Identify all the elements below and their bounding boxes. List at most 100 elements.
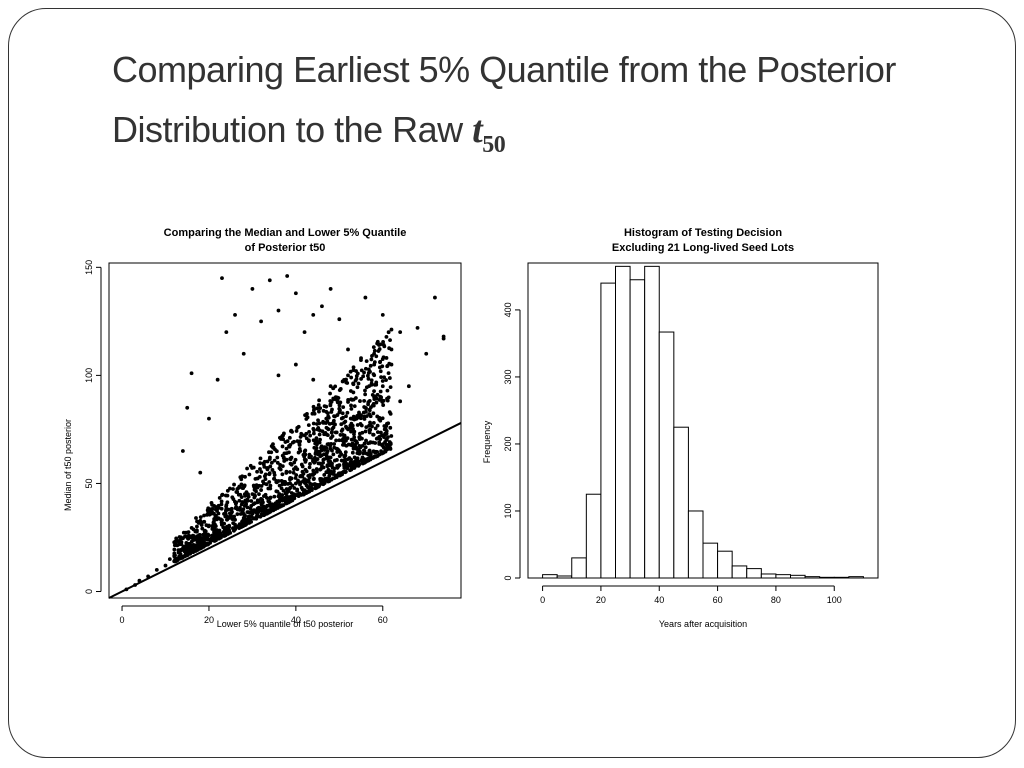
scatter-point xyxy=(382,424,387,428)
scatter-point xyxy=(314,446,319,450)
scatter-point xyxy=(302,330,307,335)
scatter-point xyxy=(368,422,373,427)
scatter-point xyxy=(280,496,285,501)
scatter-point xyxy=(185,553,190,557)
scatter-point xyxy=(359,423,364,428)
scatter-point xyxy=(222,521,227,526)
scatter-point xyxy=(189,539,194,544)
scatter-point xyxy=(321,408,326,413)
scatter-point xyxy=(265,466,269,470)
scatter-point xyxy=(280,479,285,484)
scatter-point xyxy=(231,528,236,533)
scatter-point xyxy=(352,455,357,460)
scatter-point xyxy=(346,400,350,404)
scatter-point xyxy=(331,452,336,457)
scatter-point xyxy=(180,547,185,551)
scatter-point xyxy=(349,429,353,434)
scatter-point xyxy=(234,504,239,509)
scatter-point xyxy=(310,472,315,476)
scatter-point xyxy=(324,421,328,425)
histogram-bar xyxy=(673,426,689,579)
scatter-point xyxy=(317,432,322,437)
scatter-point xyxy=(357,437,362,442)
scatter-point xyxy=(362,449,367,453)
scatter-point xyxy=(349,457,354,462)
scatter-point xyxy=(380,357,385,362)
scatter-point xyxy=(362,457,367,462)
scatter-point xyxy=(274,489,279,494)
scatter-point xyxy=(380,451,384,456)
scatter-point xyxy=(330,448,334,453)
scatter-point xyxy=(258,461,263,466)
scatter-point xyxy=(348,424,353,429)
scatter-point xyxy=(345,464,350,469)
scatter-point xyxy=(346,347,350,352)
scatter-point xyxy=(269,508,274,513)
scatter-title-line1: Comparing the Median and Lower 5% Quanti… xyxy=(164,227,407,239)
scatter-point xyxy=(177,538,182,543)
scatter-point xyxy=(337,403,342,408)
scatter-point xyxy=(322,432,327,437)
scatter-point xyxy=(272,494,277,499)
scatter-point xyxy=(381,403,386,407)
scatter-point xyxy=(386,330,391,335)
scatter-point xyxy=(194,529,199,534)
scatter-point xyxy=(209,501,214,505)
scatter-point xyxy=(278,467,283,472)
scatter-x-tick-label: 60 xyxy=(378,615,388,625)
histogram-x-tick-label: 0 xyxy=(540,595,545,605)
scatter-point xyxy=(281,456,286,461)
scatter-x-tick-label: 20 xyxy=(204,615,214,625)
scatter-point xyxy=(342,420,346,425)
scatter-point xyxy=(154,568,159,572)
scatter-point xyxy=(352,432,356,437)
scatter-point xyxy=(293,362,298,367)
scatter-point xyxy=(383,431,388,436)
scatter-point xyxy=(248,506,253,511)
scatter-point xyxy=(260,498,265,502)
scatter-point xyxy=(378,394,383,399)
scatter-point xyxy=(311,377,316,382)
scatter-point xyxy=(369,378,374,383)
scatter-point xyxy=(243,521,248,526)
scatter-point xyxy=(177,535,182,539)
scatter-point xyxy=(351,397,356,402)
scatter-point xyxy=(341,405,346,410)
scatter-point xyxy=(280,503,284,508)
scatter-point xyxy=(318,467,323,472)
scatter-point xyxy=(326,467,331,472)
histogram-axes: 0 20 40 60 80 100 0 100 200 300 400 xyxy=(503,302,842,605)
scatter-point xyxy=(324,451,329,456)
scatter-point xyxy=(227,511,232,516)
scatter-point xyxy=(308,433,313,438)
scatter-point xyxy=(322,473,327,477)
scatter-point xyxy=(365,373,370,378)
scatter-axes: 0 20 40 60 0 50 100 150 xyxy=(84,260,388,625)
scatter-point xyxy=(252,508,257,513)
scatter-point xyxy=(366,376,371,381)
scatter-point xyxy=(223,526,228,530)
scatter-point xyxy=(326,415,331,420)
scatter-point xyxy=(295,487,300,492)
scatter-point xyxy=(373,426,378,431)
scatter-point xyxy=(248,514,253,519)
scatter-point xyxy=(371,402,376,406)
scatter-point xyxy=(388,442,393,447)
histogram-bar xyxy=(702,542,719,579)
scatter-point xyxy=(378,418,383,423)
scatter-point xyxy=(325,426,330,431)
scatter-point xyxy=(284,446,289,451)
scatter-point xyxy=(313,455,317,460)
scatter-point xyxy=(332,414,337,419)
scatter-point xyxy=(380,312,385,317)
scatter-point xyxy=(232,482,236,487)
scatter-point xyxy=(257,492,261,497)
scatter-point xyxy=(206,506,211,511)
scatter-point xyxy=(288,470,292,474)
scatter-point xyxy=(306,473,311,478)
scatter-point xyxy=(194,516,198,520)
scatter-point xyxy=(269,460,274,465)
scatter-point xyxy=(362,414,367,419)
scatter-point xyxy=(372,360,377,365)
scatter-point xyxy=(355,456,360,461)
